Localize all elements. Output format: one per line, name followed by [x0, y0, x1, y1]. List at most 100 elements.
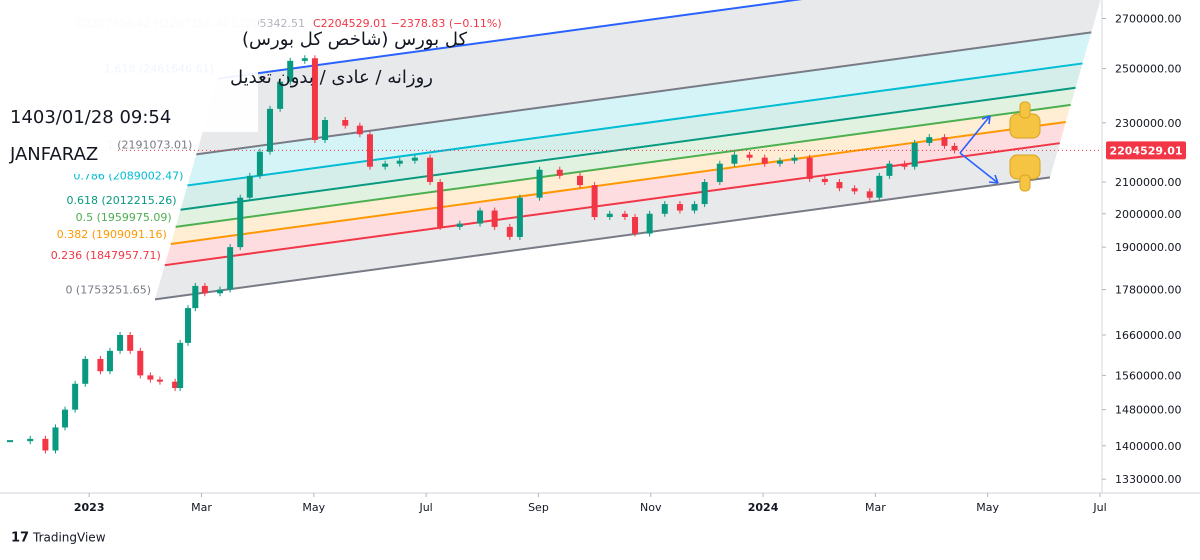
fib-band [180, 63, 1083, 210]
price-tag-label: 2204529.01 [1109, 144, 1182, 157]
candle [277, 81, 284, 109]
candle [437, 182, 444, 227]
candle [491, 210, 498, 227]
thumb-down [1009, 154, 1041, 192]
candle [926, 137, 933, 143]
candle [366, 134, 373, 167]
x-tick-label: May [302, 501, 325, 514]
candle [866, 191, 873, 198]
candle [746, 154, 753, 158]
x-tick-label: Jul [418, 501, 432, 514]
candle [876, 175, 883, 198]
close-text: C2204529.01 −2378.83 (−0.11%) [313, 17, 502, 30]
candle [127, 334, 134, 351]
x-tick-label: Mar [865, 501, 886, 514]
candle [661, 204, 668, 214]
x-tick-label: May [976, 501, 999, 514]
footer: 17 TradingView [11, 531, 106, 546]
x-tick-label: Jul [1092, 501, 1106, 514]
info-author: JANFARAZ [9, 144, 98, 165]
candle [591, 185, 598, 218]
candle [791, 157, 798, 161]
candle [606, 213, 613, 218]
candle [536, 169, 543, 198]
candle [456, 223, 463, 227]
x-tick-label: 2023 [74, 501, 105, 514]
candle [821, 178, 828, 183]
x-tick-label: 2024 [748, 501, 779, 514]
y-tick-label: 1660000.00 [1115, 329, 1181, 342]
fib-label: 0.236 (1847957.71) [51, 249, 161, 262]
info-datetime: 1403/01/28 09:54 [10, 107, 171, 128]
logo-mark: 17 [11, 531, 29, 546]
fib-band [175, 87, 1076, 227]
y-tick-label: 1480000.00 [1115, 404, 1181, 417]
y-tick-label: 2700000.00 [1115, 13, 1181, 26]
y-tick-label: 1780000.00 [1115, 284, 1181, 297]
fib-line [217, 0, 803, 80]
candle [621, 213, 628, 218]
candle [172, 381, 179, 389]
candle [851, 188, 858, 192]
fib-label: 0.5 (1959975.09) [76, 211, 172, 224]
candle [185, 308, 192, 343]
candle [227, 247, 234, 290]
fib-band [196, 0, 1101, 155]
candle [97, 358, 104, 372]
y-tick-label: 1330000.00 [1115, 473, 1181, 486]
candle [267, 108, 274, 152]
candle [676, 204, 683, 211]
fib-line [154, 176, 1051, 301]
fib-line [180, 86, 1076, 211]
candle [192, 285, 199, 309]
fib-line [196, 31, 1092, 156]
candle [701, 182, 708, 205]
candle [382, 163, 389, 167]
y-tick-label: 1560000.00 [1115, 369, 1181, 382]
candle [201, 285, 208, 294]
y-tick-label: 2300000.00 [1115, 117, 1181, 130]
fib-band [170, 104, 1071, 245]
candle [311, 58, 318, 141]
fib-line [187, 62, 1083, 187]
candle [342, 120, 349, 126]
x-tick-label: Sep [528, 501, 549, 514]
info-title: کل بورس (شاخص کل بورس) [242, 29, 467, 50]
candle [506, 226, 513, 237]
candle [246, 175, 253, 198]
candle [301, 58, 308, 61]
y-tick-label: 2000000.00 [1115, 208, 1181, 221]
candle [356, 125, 363, 135]
candle [901, 163, 908, 167]
candle [42, 438, 49, 451]
candle [646, 213, 653, 234]
candle [117, 334, 124, 351]
thumb-up [1009, 101, 1041, 139]
candle [237, 197, 244, 248]
candle [951, 145, 958, 151]
candle [716, 163, 723, 183]
candle [322, 120, 329, 141]
info-box: کل بورس (شاخص کل بورس) روزانه / عادی / ب… [0, 0, 467, 174]
candle [806, 157, 813, 179]
y-tick-label: 1900000.00 [1115, 241, 1181, 254]
x-tick-label: Mar [191, 501, 212, 514]
fib-label: 1 (2191073.01) [107, 138, 193, 151]
candle [396, 160, 403, 164]
fib-band [155, 143, 1060, 300]
plot-area: 0 (1753251.65) 0.236 (1847957.71) 0.382 (1… [7, 0, 1101, 454]
candle [156, 379, 163, 382]
candle [941, 137, 948, 146]
candle [886, 163, 893, 176]
footer-brand: TradingView [32, 531, 106, 545]
candle [556, 169, 563, 176]
candle [52, 427, 59, 451]
candle [691, 204, 698, 211]
y-tick-label: 2500000.00 [1115, 63, 1181, 76]
fib-label: 0.382 (1909091.16) [57, 228, 167, 241]
candle [411, 157, 418, 161]
fib-line [175, 103, 1071, 228]
candle [761, 157, 768, 164]
candle [836, 182, 843, 189]
